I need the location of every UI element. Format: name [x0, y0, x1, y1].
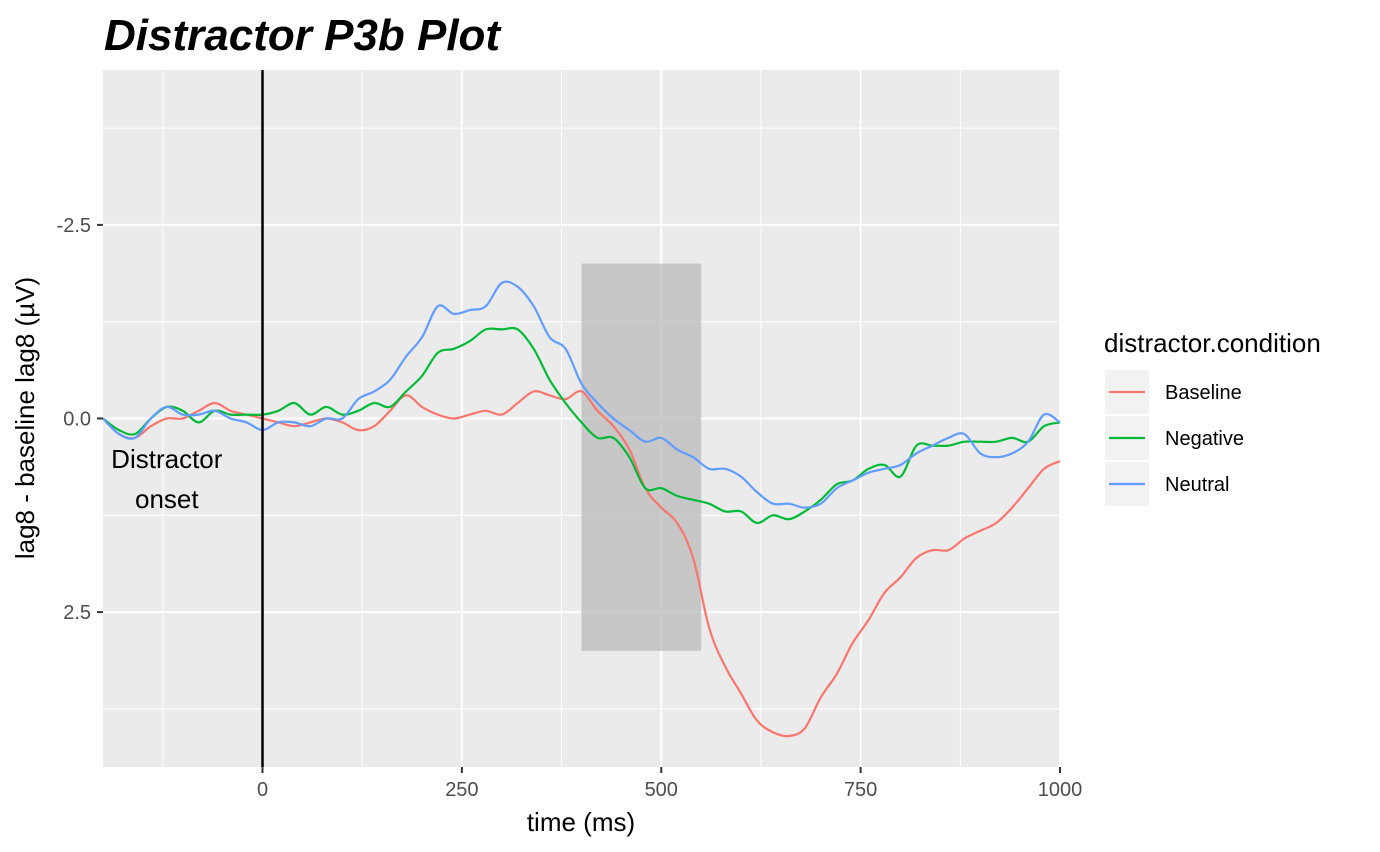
x-axis-title: time (ms) — [527, 807, 635, 837]
x-tick-label: 1000 — [1038, 779, 1083, 801]
legend-label: Negative — [1165, 428, 1244, 450]
x-tick-label: 250 — [445, 779, 478, 801]
onset-annotation-line1: Distractor — [111, 444, 223, 474]
y-tick-label: 2.5 — [63, 602, 91, 624]
y-axis-ticks: -2.5 0.0 2.5 — [57, 215, 103, 624]
y-axis-title: lag8 - baseline lag8 (µV) — [10, 277, 40, 559]
x-tick-label: 0 — [257, 779, 268, 801]
x-axis-ticks: 0 250 500 750 1000 — [257, 767, 1082, 801]
legend-title: distractor.condition — [1104, 328, 1321, 358]
legend: Baseline Negative Neutral — [1105, 370, 1244, 506]
highlight-window — [581, 263, 702, 651]
y-tick-label: -2.5 — [57, 215, 91, 237]
legend-label: Neutral — [1165, 474, 1229, 496]
x-tick-label: 750 — [844, 779, 877, 801]
legend-label: Baseline — [1165, 382, 1242, 404]
onset-annotation-line2: onset — [135, 484, 199, 514]
y-tick-label: 0.0 — [63, 409, 91, 431]
x-tick-label: 500 — [645, 779, 678, 801]
chart-title: Distractor P3b Plot — [104, 11, 502, 60]
